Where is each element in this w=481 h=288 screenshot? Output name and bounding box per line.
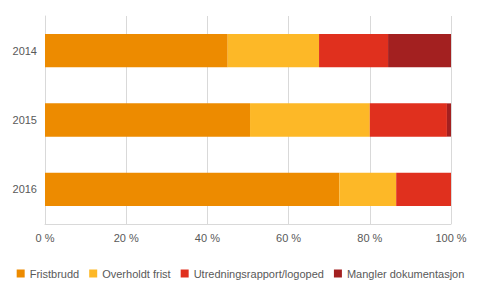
svg-text:Overholdt frist: Overholdt frist — [102, 268, 170, 280]
svg-text:2015: 2015 — [13, 114, 37, 126]
svg-text:Fristbrudd: Fristbrudd — [30, 268, 80, 280]
svg-text:0 %: 0 % — [36, 232, 55, 244]
svg-text:2016: 2016 — [13, 183, 37, 195]
svg-text:40 %: 40 % — [195, 232, 220, 244]
svg-text:80 %: 80 % — [357, 232, 382, 244]
svg-text:Utredningsrapport/logoped: Utredningsrapport/logoped — [194, 268, 324, 280]
svg-text:100 %: 100 % — [435, 232, 466, 244]
svg-text:Mangler dokumentasjon: Mangler dokumentasjon — [347, 268, 464, 280]
svg-text:2014: 2014 — [13, 45, 37, 57]
svg-text:60 %: 60 % — [276, 232, 301, 244]
svg-text:20 %: 20 % — [114, 232, 139, 244]
